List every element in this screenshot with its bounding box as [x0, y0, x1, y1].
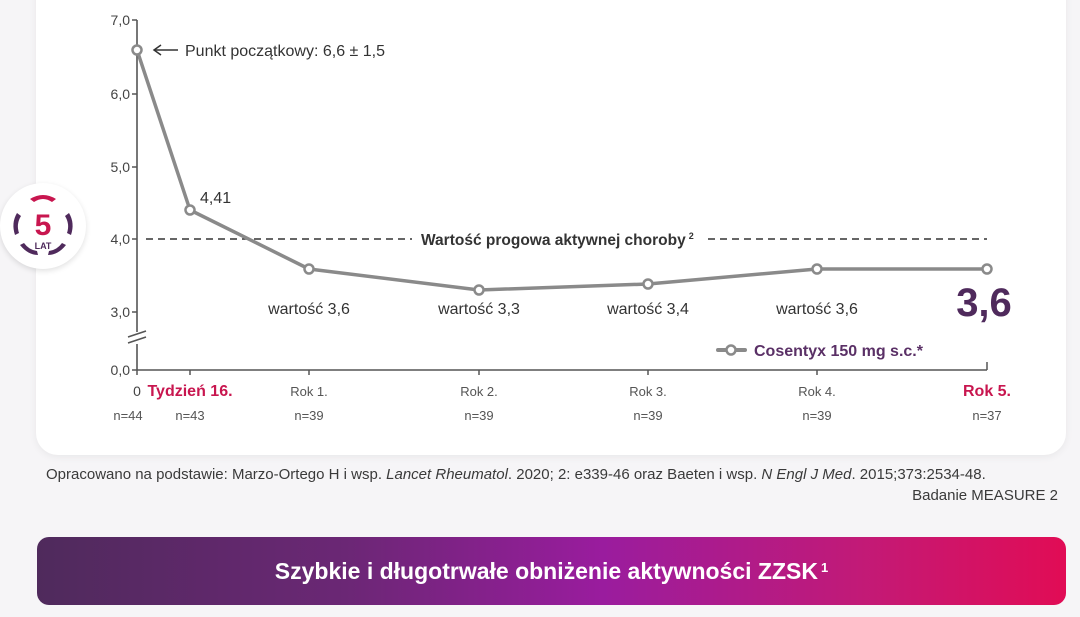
summary-banner: Szybkie i długotrwałe obniżenie aktywnoś…	[37, 537, 1066, 605]
study-name: Badanie MEASURE 2	[912, 487, 1058, 504]
rok4-value: wartość 3,6	[775, 301, 858, 318]
n-value: n=39	[633, 408, 662, 423]
badge-number: 5	[35, 209, 52, 242]
baseline-annotation: Punkt początkowy: 6,6 ± 1,5	[185, 43, 385, 60]
x-tick-label: 0	[133, 383, 141, 399]
rok5-highlight-value: 3,6	[956, 281, 1012, 325]
y-tick-label: 6,0	[111, 86, 131, 102]
rok3-value: wartość 3,4	[606, 301, 689, 318]
data-point	[473, 284, 485, 296]
y-tick-label: 5,0	[111, 159, 131, 175]
n-value: n=39	[464, 408, 493, 423]
n-value: n=43	[175, 408, 204, 423]
x-tick-label-highlight: Tydzień 16.	[147, 383, 232, 400]
n-value: n=39	[802, 408, 831, 423]
rok2-value: wartość 3,3	[437, 301, 520, 318]
rok1-value: wartość 3,6	[267, 301, 350, 318]
threshold-label: Wartość progowa aktywnej choroby 2	[421, 231, 694, 249]
source-citation: Opracowano na podstawie: Marzo-Ortego H …	[46, 464, 1058, 506]
threshold-line: Wartość progowa aktywnej choroby 2	[146, 231, 987, 249]
five-years-badge: 5 LAT	[0, 183, 86, 269]
week16-value: 4,41	[200, 190, 231, 207]
banner-superscript: 1	[820, 559, 829, 575]
n-value: n=39	[294, 408, 323, 423]
y-tick-label: 0,0	[111, 362, 131, 378]
series-cosentyx	[131, 44, 993, 296]
y-tick-label: 4,0	[111, 231, 131, 247]
legend-marker-icon	[725, 344, 737, 356]
x-tick-label-highlight: Rok 5.	[963, 383, 1011, 400]
annotations: Punkt początkowy: 6,6 ± 1,5 4,41 wartość…	[152, 43, 1012, 325]
data-point	[811, 263, 823, 275]
laurel-icon: 5 LAT	[13, 195, 73, 255]
chart-card	[36, 0, 1066, 455]
badge-label: LAT	[35, 241, 52, 251]
legend-label: Cosentyx 150 mg s.c.*	[754, 343, 924, 360]
data-point	[131, 44, 143, 56]
y-axis: 7,0 6,0 5,0 4,0 3,0 0,0	[111, 12, 147, 378]
y-tick-label: 3,0	[111, 304, 131, 320]
x-tick-label: Rok 1.	[290, 384, 328, 399]
citation-line: Opracowano na podstawie: Marzo-Ortego H …	[46, 466, 986, 483]
y-tick-label: 7,0	[111, 12, 131, 28]
x-tick-label: Rok 3.	[629, 384, 667, 399]
banner-text: Szybkie i długotrwałe obniżenie aktywnoś…	[274, 557, 818, 584]
n-value: n=37	[972, 408, 1001, 423]
data-point	[981, 263, 993, 275]
x-tick-label: Rok 4.	[798, 384, 836, 399]
arrow-left-icon	[152, 44, 178, 56]
data-point	[184, 204, 196, 216]
legend: Cosentyx 150 mg s.c.*	[716, 343, 924, 360]
data-point	[642, 278, 654, 290]
x-axis: 0 Tydzień 16. Rok 1. Rok 2. Rok 3. Rok 4…	[113, 362, 1011, 423]
data-point	[303, 263, 315, 275]
n-value: n=44	[113, 408, 142, 423]
x-tick-label: Rok 2.	[460, 384, 498, 399]
